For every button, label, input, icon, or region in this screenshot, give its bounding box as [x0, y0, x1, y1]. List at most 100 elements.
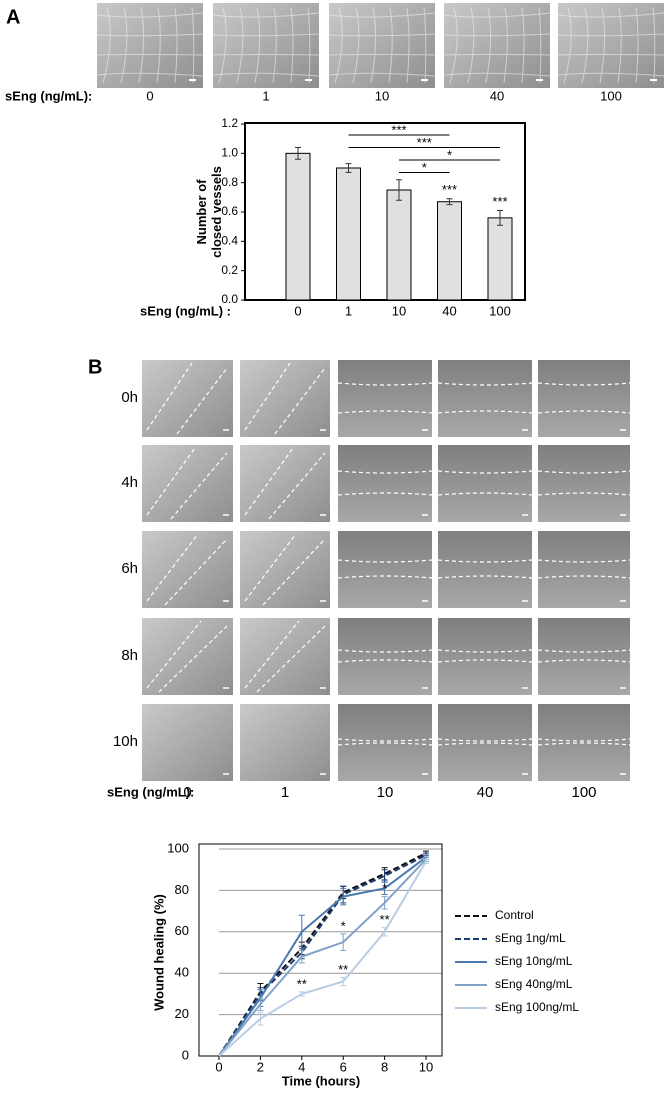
significance: * [447, 147, 452, 162]
y-tick-label: 60 [175, 923, 189, 938]
bar [285, 152, 311, 301]
wound-edge [337, 649, 433, 663]
x-tick-label: 4 [298, 1059, 305, 1074]
column-label: 100 [571, 784, 596, 801]
bar [386, 189, 412, 301]
legend-label: sEng 10ng/mL [495, 954, 573, 968]
x-tick-label: 1 [345, 303, 352, 318]
significance: ** [338, 962, 348, 977]
column-label: 10 [375, 88, 389, 103]
wound-edge [537, 559, 631, 579]
significance: ** [297, 976, 307, 991]
axis-label: sEng (ng/mL): [5, 88, 92, 103]
significance: ** [380, 912, 390, 927]
significance: *** [442, 182, 457, 197]
micrograph [538, 704, 630, 781]
wound-edge [437, 382, 533, 414]
wound-edge [437, 649, 533, 663]
row-label: 6h [121, 560, 138, 577]
significance: * [341, 918, 346, 933]
legend-label: sEng 1ng/mL [495, 931, 566, 945]
y-axis-label-line: closed vessels [209, 166, 224, 258]
series-line [218, 860, 427, 1057]
error-bar [257, 1012, 264, 1026]
y-axis-label-line: Number of [194, 179, 209, 245]
column-label: 0 [183, 784, 191, 801]
micrograph [338, 531, 432, 608]
error-bar [340, 887, 347, 906]
panel-label: B [88, 356, 102, 378]
y-tick-label: 0.0 [221, 292, 238, 306]
plot-frame [198, 843, 443, 1057]
y-tick-label: 1.2 [221, 116, 238, 130]
bar [437, 201, 462, 301]
bar [336, 167, 361, 301]
wound-edge [244, 620, 326, 693]
wound-edge [337, 738, 433, 746]
wound-edge [244, 447, 326, 520]
wound-edge [537, 649, 631, 663]
legend-label: sEng 40ng/mL [495, 977, 573, 991]
micrograph [142, 531, 233, 608]
column-label: 1 [281, 784, 289, 801]
error-bar [381, 896, 388, 910]
column-label: 100 [600, 88, 622, 103]
micrograph [338, 360, 432, 437]
error-bar [381, 927, 388, 937]
error-bar [345, 163, 352, 173]
column-label: 0 [146, 88, 153, 103]
x-tick-label: 10 [392, 303, 406, 318]
series-line [218, 858, 427, 1057]
error-bar [340, 933, 347, 951]
x-tick-label: 6 [340, 1059, 347, 1074]
row-label: 0h [121, 389, 138, 406]
micrograph [338, 704, 432, 781]
error-bar [497, 210, 503, 226]
x-tick-label: 100 [489, 303, 511, 318]
x-tick-label: 10 [419, 1059, 433, 1074]
micrograph [240, 445, 330, 522]
micrograph [338, 445, 432, 522]
series-line [218, 856, 427, 1057]
wound-edge [437, 559, 533, 579]
micrograph [240, 704, 330, 781]
micrograph [240, 360, 330, 437]
bar [487, 217, 513, 301]
error-bar [298, 949, 305, 964]
micrograph [142, 360, 233, 437]
wound-edge [146, 620, 228, 693]
row-label: 8h [121, 647, 138, 664]
row-label: 10h [113, 733, 138, 750]
series-line [218, 852, 427, 1057]
x-tick-label: 2 [257, 1059, 264, 1074]
error-bar [446, 198, 453, 206]
vessel-network [328, 7, 436, 84]
significance: *** [492, 194, 507, 209]
significance: * [382, 881, 387, 896]
micrograph [438, 445, 532, 522]
column-label: 1 [262, 88, 269, 103]
vessel-network [557, 7, 665, 84]
wound-edge [244, 533, 326, 606]
y-tick-label: 40 [175, 965, 189, 980]
micrograph [142, 445, 233, 522]
micrograph [240, 618, 330, 695]
x-axis-label: Time (hours) [282, 1073, 361, 1088]
vessel-network [96, 7, 204, 84]
significance: * [422, 160, 427, 175]
y-tick-label: 0.6 [221, 204, 238, 218]
micrograph [142, 704, 233, 781]
micrograph [538, 618, 630, 695]
axis-label: sEng (ng/mL): [107, 784, 194, 799]
y-tick-label: 80 [175, 882, 189, 897]
significance: *** [391, 122, 406, 137]
y-axis-label: Number ofclosed vessels [194, 166, 224, 258]
panel-label: A [6, 6, 20, 28]
series-line [218, 854, 427, 1057]
micrograph [438, 531, 532, 608]
significance: *** [417, 135, 432, 150]
micrograph [538, 445, 630, 522]
x-tick-label: 0 [294, 303, 301, 318]
wound-edge [537, 470, 631, 496]
